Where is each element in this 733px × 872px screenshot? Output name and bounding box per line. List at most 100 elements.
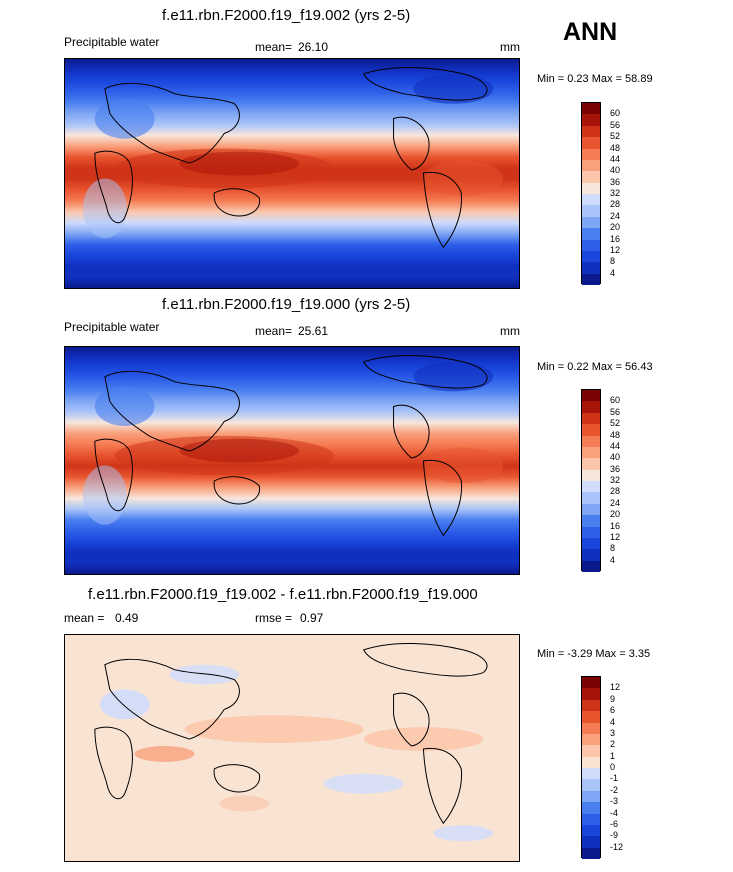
panel3-coastlines — [94, 643, 488, 825]
panel1-minmax: Min = 0.23 Max = 58.89 — [537, 73, 653, 85]
panel1-title: f.e11.rbn.F2000.f19_f19.002 (yrs 2-5) — [162, 7, 411, 24]
colorbar-swatch — [582, 412, 600, 425]
colorbar-tick-label: 36 — [610, 176, 621, 187]
panel3-title: f.e11.rbn.F2000.f19_f19.002 - f.e11.rbn.… — [88, 586, 478, 603]
colorbar-swatch — [582, 273, 600, 285]
colorbar-swatch — [582, 526, 600, 538]
panel2-units: mm — [500, 324, 520, 338]
field-blob — [94, 386, 155, 426]
colorbar-swatch — [582, 824, 600, 837]
colorbar-swatch — [582, 401, 600, 413]
field-blob — [413, 73, 494, 104]
colorbar-swatch — [582, 492, 600, 504]
colorbar-tick-label: -12 — [610, 841, 624, 852]
panel1-mean-value: 26.10 — [298, 40, 329, 54]
diff-blob — [184, 715, 364, 744]
colorbar-swatch — [582, 239, 600, 251]
diff-blob — [323, 773, 404, 794]
field-blob — [413, 361, 494, 392]
colorbar-tick-label: 3 — [610, 727, 616, 738]
colorbar-swatch — [582, 779, 600, 791]
colorbar-swatch — [582, 205, 600, 217]
colorbar-swatch — [582, 722, 600, 734]
colorbar-swatch — [582, 390, 600, 402]
colorbar-tick-label: 36 — [610, 463, 621, 474]
colorbar-tick-label: -2 — [610, 784, 619, 795]
colorbar-tick-label: 8 — [610, 256, 616, 267]
colorbar-tick-label: 52 — [610, 418, 621, 429]
field-blob — [179, 151, 299, 176]
colorbar-swatch — [582, 159, 600, 172]
colorbar-tick-label: 44 — [610, 153, 621, 164]
colorbar-swatch — [582, 458, 600, 470]
colorbar-tick-label: -3 — [610, 796, 619, 807]
diff-blob — [134, 746, 195, 762]
colorbar-tick-label: 0 — [610, 762, 616, 772]
colorbar-tick-label: 12 — [610, 682, 621, 693]
colorbar-swatch — [582, 768, 600, 780]
colorbar-swatch — [582, 711, 600, 723]
field-blob — [82, 178, 127, 239]
colorbar-swatch — [582, 515, 600, 527]
colorbar-swatch — [582, 125, 600, 138]
panel2-title: f.e11.rbn.F2000.f19_f19.000 (yrs 2-5) — [162, 296, 411, 313]
diff-blob — [169, 664, 240, 685]
panel2-colorbar — [581, 389, 601, 572]
field-blob — [423, 160, 504, 197]
colorbar-swatch — [582, 114, 600, 126]
colorbar-swatch — [582, 250, 600, 263]
colorbar-tick-label: 9 — [610, 693, 616, 704]
field-blob — [94, 98, 155, 139]
colorbar-tick-label: 56 — [610, 406, 621, 417]
colorbar-tick-label: 12 — [610, 531, 621, 542]
colorbar-swatch — [582, 790, 600, 803]
field-blob — [179, 438, 299, 463]
field-features — [82, 73, 504, 239]
colorbar-tick-label: 60 — [610, 108, 621, 119]
colorbar-tick-label: 48 — [610, 429, 621, 440]
panel1-coastlines — [94, 67, 488, 249]
colorbar-tick-label: 4 — [610, 554, 616, 565]
colorbar-tick-label: 28 — [610, 486, 621, 497]
colorbar-tick-label: -6 — [610, 818, 619, 829]
panel1-units: mm — [500, 40, 520, 54]
colorbar-tick-label: 28 — [610, 199, 621, 210]
colorbar-swatch — [582, 802, 600, 814]
colorbar-swatch — [582, 733, 600, 746]
colorbar-tick-label: -4 — [610, 807, 619, 818]
colorbar-tick-label: 32 — [610, 475, 621, 485]
colorbar-swatch — [582, 469, 600, 481]
field-features — [82, 361, 504, 525]
colorbar-tick-label: -9 — [610, 830, 619, 841]
colorbar-swatch — [582, 745, 600, 757]
panel3-mean-value: 0.49 — [115, 611, 139, 625]
panel1-mean-label: mean= — [255, 40, 293, 54]
diff-blob — [99, 689, 150, 720]
colorbar-swatch — [582, 688, 600, 700]
panel1-field — [65, 59, 519, 288]
colorbar-swatch — [582, 171, 600, 183]
colorbar-tick-label: 52 — [610, 131, 621, 142]
panel2-map — [64, 346, 520, 575]
colorbar-tick-label: 12 — [610, 244, 621, 255]
colorbar-swatch — [582, 194, 600, 206]
colorbar-swatch — [582, 435, 600, 447]
panel1-colorbar — [581, 102, 601, 285]
colorbar-tick-label: 8 — [610, 543, 616, 554]
panel3-rmse-label: rmse = — [255, 611, 293, 625]
field-blob — [423, 447, 504, 484]
colorbar-tick-label: 6 — [610, 705, 616, 716]
panel2-mean-value: 25.61 — [298, 324, 329, 338]
panel2-coastlines — [94, 355, 488, 537]
colorbar-swatch — [582, 446, 600, 459]
colorbar-tick-label: -1 — [610, 773, 619, 784]
panel2-variable-label: Precipitable water — [64, 320, 160, 334]
panel3-map — [64, 634, 520, 862]
colorbar-tick-label: 4 — [610, 716, 616, 727]
colorbar-tick-label: 24 — [610, 497, 621, 508]
colorbar-swatch — [582, 262, 600, 274]
colorbar-swatch — [582, 216, 600, 229]
colorbar-tick-label: 60 — [610, 395, 621, 406]
colorbar-swatch — [582, 699, 600, 712]
colorbar-swatch — [582, 813, 600, 825]
